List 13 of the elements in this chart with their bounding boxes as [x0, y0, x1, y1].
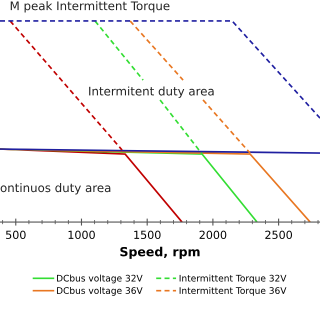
legend-label: Intermittent Torque 32V: [180, 274, 286, 284]
x-tick-label: 500: [6, 230, 26, 240]
legend-label: DCbus voltage 32V: [56, 274, 143, 284]
annotation: ontinuos duty area: [0, 183, 110, 194]
x-tick-label: 2500: [265, 230, 292, 240]
legend-label: DCbus voltage 36V: [56, 286, 143, 296]
x-tick-label: 2000: [200, 230, 226, 240]
text: M peak Intermittent Torque: [10, 1, 170, 13]
x-tick-label: 1500: [134, 230, 161, 240]
legend-label: Intermittent Torque 36V: [180, 286, 286, 296]
x-tick-label: 1000: [68, 230, 95, 240]
annotation: Intermitent duty area: [89, 86, 214, 98]
x-axis-title: Speed, rpm: [120, 246, 200, 259]
